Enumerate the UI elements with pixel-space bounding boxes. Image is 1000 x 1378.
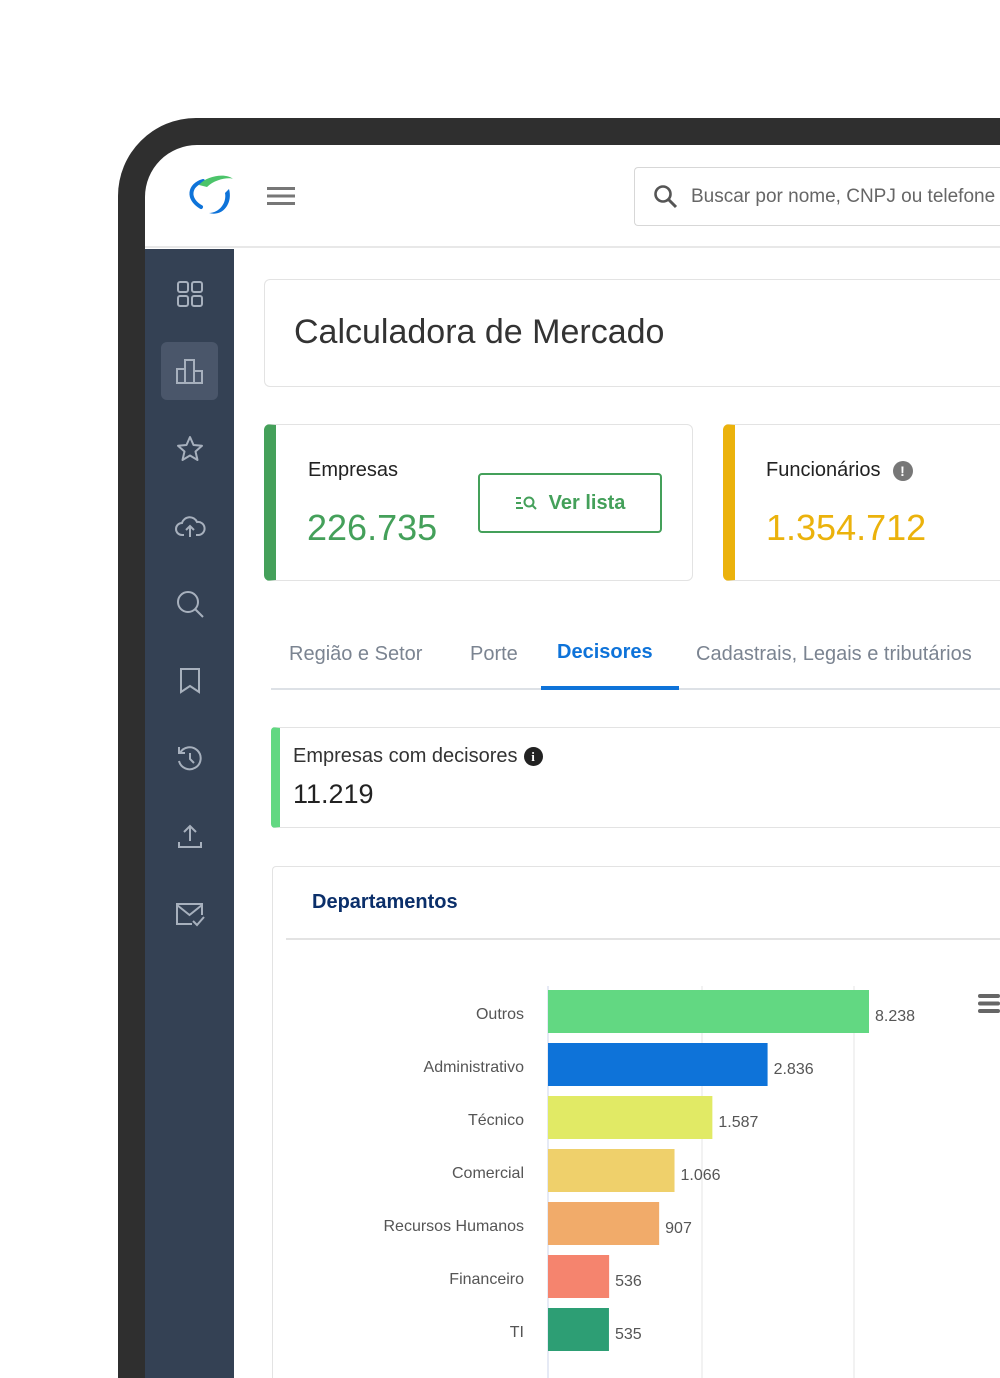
cloud-upload-icon (174, 516, 205, 537)
funcionarios-label: Funcionários (766, 459, 881, 481)
card-divider (286, 938, 1000, 940)
sidebar (145, 249, 234, 1378)
bar-ti (548, 1308, 609, 1351)
bar-recursos-humanos (548, 1202, 660, 1245)
bar-administrativo (548, 1043, 768, 1086)
star-icon (176, 436, 203, 461)
bar-financeiro (548, 1255, 610, 1298)
data-label: 2.836 (774, 1061, 814, 1078)
bar-comercial (548, 1149, 675, 1192)
data-label: 907 (665, 1220, 692, 1237)
category-label: Recursos Humanos (384, 1218, 525, 1235)
category-label: Outros (476, 1006, 524, 1023)
data-label: 536 (615, 1273, 642, 1290)
decisores-card: Empresas com decisores i 11.219 (271, 727, 1000, 828)
category-label: Comercial (452, 1165, 524, 1182)
empresas-label: Empresas (308, 459, 399, 481)
tab-regiao-setor[interactable]: Região e Setor (289, 643, 423, 665)
sidebar-item-mail[interactable] (161, 885, 218, 943)
search-input[interactable]: Buscar por nome, CNPJ ou telefone (634, 167, 1000, 226)
funcionarios-value: 1.354.712 (766, 507, 927, 548)
page-title-card: Calculadora de Mercado (264, 279, 1000, 387)
ver-lista-label: Ver lista (548, 491, 626, 514)
search-icon (654, 184, 678, 208)
data-label: 1.587 (718, 1114, 758, 1131)
tab-porte[interactable]: Porte (470, 643, 518, 665)
category-label: Financeiro (449, 1271, 524, 1288)
search-icon (176, 591, 204, 618)
mail-check-icon (175, 903, 205, 927)
sidebar-item-favorites[interactable] (161, 420, 218, 478)
alert-icon[interactable]: ! (892, 460, 913, 481)
upload-icon (177, 824, 202, 848)
tab-cadastrais[interactable]: Cadastrais, Legais e tributários (696, 643, 972, 665)
info-icon[interactable]: i (523, 747, 543, 766)
bar-técnico (548, 1096, 713, 1139)
sidebar-item-upload[interactable] (161, 807, 218, 865)
bar-chart-icon (175, 359, 203, 384)
decisores-label: Empresas com decisores (293, 745, 518, 767)
sidebar-item-search[interactable] (161, 575, 218, 633)
logo-icon (189, 175, 233, 214)
funcionarios-card: Funcionários ! 1.354.712 (723, 424, 1000, 581)
bar-outros (548, 990, 869, 1033)
category-label: Administrativo (424, 1059, 525, 1076)
departamentos-chart: Outros 8.238 Administrativo 2.836 Técnico 1.5… (384, 986, 915, 1378)
history-icon (177, 746, 202, 771)
bookmark-icon (179, 668, 200, 694)
active-tab-indicator (541, 686, 679, 690)
sidebar-item-history[interactable] (161, 730, 218, 788)
data-label: 1.066 (681, 1167, 721, 1184)
chart-menu-icon[interactable] (978, 993, 1000, 1015)
data-label: 8.238 (875, 1008, 915, 1025)
decisores-value: 11.219 (293, 779, 374, 809)
chart-title: Departamentos (312, 891, 458, 913)
list-search-icon (515, 496, 537, 510)
decisores-label-row: Empresas com decisores i (293, 745, 543, 768)
menu-icon[interactable] (267, 186, 295, 206)
empresas-card: Empresas 226.735 Ver lista (264, 424, 693, 581)
sidebar-item-dashboard[interactable] (161, 265, 218, 323)
category-label: TI (510, 1324, 524, 1341)
sidebar-item-cloud[interactable] (161, 498, 218, 556)
top-header: Buscar por nome, CNPJ ou telefone (145, 145, 1000, 248)
data-label: 535 (615, 1326, 642, 1343)
tab-decisores[interactable]: Decisores (557, 641, 653, 663)
sidebar-item-saved[interactable] (161, 652, 218, 710)
category-label: Técnico (468, 1112, 524, 1129)
funcionarios-label-row: Funcionários ! (766, 459, 913, 482)
grid-icon (176, 281, 203, 307)
empresas-value: 226.735 (307, 507, 438, 548)
sidebar-item-market[interactable] (161, 342, 218, 400)
page-title: Calculadora de Mercado (294, 313, 665, 351)
search-placeholder: Buscar por nome, CNPJ ou telefone (691, 185, 996, 207)
ver-lista-button[interactable]: Ver lista (478, 473, 662, 533)
